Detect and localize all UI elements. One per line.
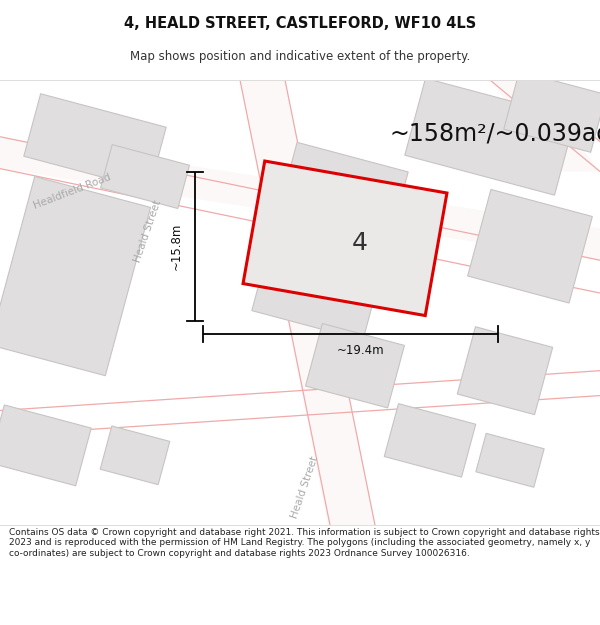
Text: ~158m²/~0.039ac.: ~158m²/~0.039ac. <box>390 122 600 146</box>
Polygon shape <box>240 80 375 525</box>
Polygon shape <box>0 176 151 376</box>
Text: Healdfield Road: Healdfield Road <box>32 172 112 211</box>
Polygon shape <box>305 324 404 408</box>
Polygon shape <box>467 189 592 303</box>
Polygon shape <box>0 137 600 261</box>
Polygon shape <box>490 80 600 172</box>
Polygon shape <box>252 142 408 340</box>
Polygon shape <box>101 144 190 209</box>
Polygon shape <box>384 404 476 477</box>
Polygon shape <box>504 71 600 152</box>
Polygon shape <box>476 433 544 488</box>
Polygon shape <box>457 327 553 414</box>
Polygon shape <box>100 426 170 484</box>
Polygon shape <box>0 405 91 486</box>
Polygon shape <box>243 161 447 316</box>
Text: Contains OS data © Crown copyright and database right 2021. This information is : Contains OS data © Crown copyright and d… <box>9 528 599 558</box>
Text: Heald Street: Heald Street <box>133 199 163 264</box>
Text: 4, HEALD STREET, CASTLEFORD, WF10 4LS: 4, HEALD STREET, CASTLEFORD, WF10 4LS <box>124 16 476 31</box>
Polygon shape <box>24 94 166 190</box>
Text: Map shows position and indicative extent of the property.: Map shows position and indicative extent… <box>130 49 470 62</box>
Text: Heald Street: Heald Street <box>290 455 320 519</box>
Polygon shape <box>405 78 575 195</box>
Text: ~15.8m: ~15.8m <box>170 222 183 270</box>
Text: 4: 4 <box>352 231 368 255</box>
Text: ~19.4m: ~19.4m <box>337 344 385 357</box>
